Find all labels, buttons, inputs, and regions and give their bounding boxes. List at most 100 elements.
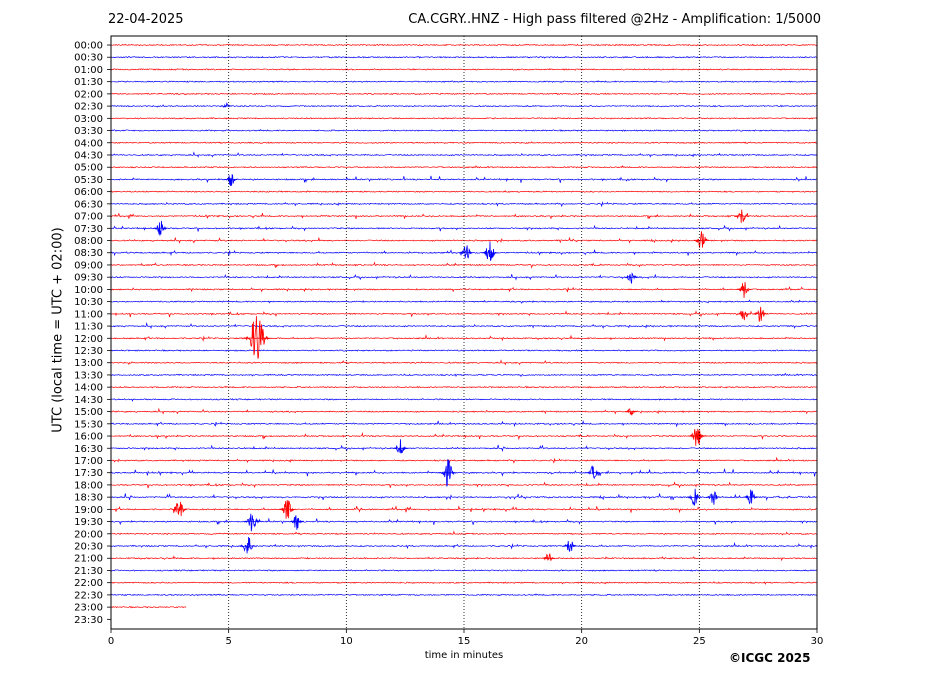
y-tick-label: 08:00 <box>74 236 103 247</box>
trace-1630 <box>110 444 817 453</box>
event-burst <box>624 408 637 416</box>
y-tick-label: 09:00 <box>74 260 103 271</box>
y-tick-label: 09:30 <box>74 273 103 284</box>
y-tick-label: 07:30 <box>74 224 103 235</box>
y-tick-label: 14:00 <box>74 383 103 394</box>
y-tick-label: 17:00 <box>74 456 103 467</box>
y-tick-label: 12:30 <box>74 346 103 357</box>
y-tick-label: 03:00 <box>74 114 103 125</box>
event-burst <box>752 306 768 322</box>
trace-1800 <box>110 481 817 489</box>
y-tick-label: 06:30 <box>74 199 103 210</box>
event-burst <box>153 220 168 236</box>
y-tick-label: 07:00 <box>74 212 103 223</box>
trace-2300 <box>110 606 187 609</box>
event-burst <box>623 272 639 284</box>
y-tick-label: 22:00 <box>74 578 103 589</box>
y-tick-label: 17:30 <box>74 468 103 479</box>
y-tick-label: 05:30 <box>74 175 103 186</box>
y-tick-label: 02:00 <box>74 89 103 100</box>
event-burst <box>693 231 710 248</box>
event-burst <box>562 540 577 552</box>
y-tick-label: 10:30 <box>74 297 103 308</box>
event-burst <box>743 489 759 505</box>
y-tick-label: 19:30 <box>74 517 103 528</box>
y-tick-label: 08:30 <box>74 248 103 259</box>
y-tick-label: 13:00 <box>74 358 103 369</box>
event-burst <box>279 500 296 519</box>
y-tick-label: 19:00 <box>74 505 103 516</box>
y-tick-label: 01:30 <box>74 77 103 88</box>
event-burst <box>224 174 238 186</box>
event-burst <box>459 245 473 259</box>
event-burst <box>393 439 408 454</box>
y-tick-label: 14:30 <box>74 395 103 406</box>
y-tick-label: 11:30 <box>74 322 103 333</box>
y-tick-label: 13:30 <box>74 370 103 381</box>
x-tick-label: 10 <box>340 636 353 647</box>
trace-0300 <box>110 117 817 120</box>
event-burst <box>687 488 702 506</box>
plot-area <box>111 36 817 629</box>
y-tick-label: 01:00 <box>74 65 103 76</box>
event-burst <box>688 428 706 446</box>
trace-1100 <box>110 310 817 318</box>
y-tick-label: 06:00 <box>74 187 103 198</box>
x-tick-label: 0 <box>108 636 114 647</box>
event-burst <box>289 515 304 530</box>
y-tick-label: 18:30 <box>74 493 103 504</box>
event-burst <box>171 501 187 517</box>
y-tick-label: 23:00 <box>74 603 103 614</box>
event-burst <box>220 102 232 108</box>
event-burst <box>541 553 555 561</box>
y-tick-label: 04:00 <box>74 138 103 149</box>
trace-1930 <box>110 517 817 526</box>
trace-1030 <box>110 299 817 304</box>
x-tick-label: 25 <box>693 636 706 647</box>
x-tick-label: 5 <box>225 636 231 647</box>
x-axis-label: time in minutes <box>424 650 504 661</box>
y-tick-label: 11:00 <box>74 309 103 320</box>
event-burst <box>736 310 751 321</box>
x-tick-label: 20 <box>575 636 588 647</box>
event-burst <box>706 490 721 505</box>
y-tick-label: 00:00 <box>74 41 103 52</box>
x-tick-label: 30 <box>811 636 824 647</box>
event-burst <box>481 241 498 261</box>
trace-1730 <box>110 468 817 477</box>
y-tick-label: 16:30 <box>74 444 103 455</box>
trace-0330 <box>110 128 817 132</box>
y-tick-label: 04:30 <box>74 150 103 161</box>
event-burst <box>243 513 260 532</box>
x-tick-label: 15 <box>458 636 471 647</box>
trace-0400 <box>110 141 817 145</box>
event-burst <box>438 459 457 487</box>
y-tick-label: 16:00 <box>74 432 103 443</box>
trace-1200 <box>110 334 817 342</box>
copyright-label: ©ICGC 2025 <box>729 651 811 665</box>
y-tick-label: 12:00 <box>74 334 103 345</box>
event-burst <box>239 536 256 554</box>
y-tick-label: 20:00 <box>74 529 103 540</box>
y-tick-label: 22:30 <box>74 590 103 601</box>
y-tick-label: 21:00 <box>74 554 103 565</box>
trace-1130 <box>110 322 817 330</box>
chart-title: CA.CGRY..HNZ - High pass filtered @2Hz -… <box>408 12 821 27</box>
y-tick-label: 10:00 <box>74 285 103 296</box>
trace-0430 <box>110 151 817 158</box>
y-tick-label: 15:00 <box>74 407 103 418</box>
y-tick-label: 18:00 <box>74 480 103 491</box>
y-tick-label: 02:30 <box>74 102 103 113</box>
event-burst <box>734 209 749 223</box>
event-burst <box>243 316 270 359</box>
y-tick-label: 03:30 <box>74 126 103 137</box>
y-tick-label: 21:30 <box>74 566 103 577</box>
trace-1230 <box>110 349 817 352</box>
header-date: 22-04-2025 <box>108 12 184 27</box>
y-tick-label: 00:30 <box>74 53 103 64</box>
y-tick-label: 23:30 <box>74 615 103 626</box>
trace-0500 <box>110 165 817 169</box>
y-tick-label: 05:00 <box>74 163 103 174</box>
trace-1900 <box>110 505 817 514</box>
